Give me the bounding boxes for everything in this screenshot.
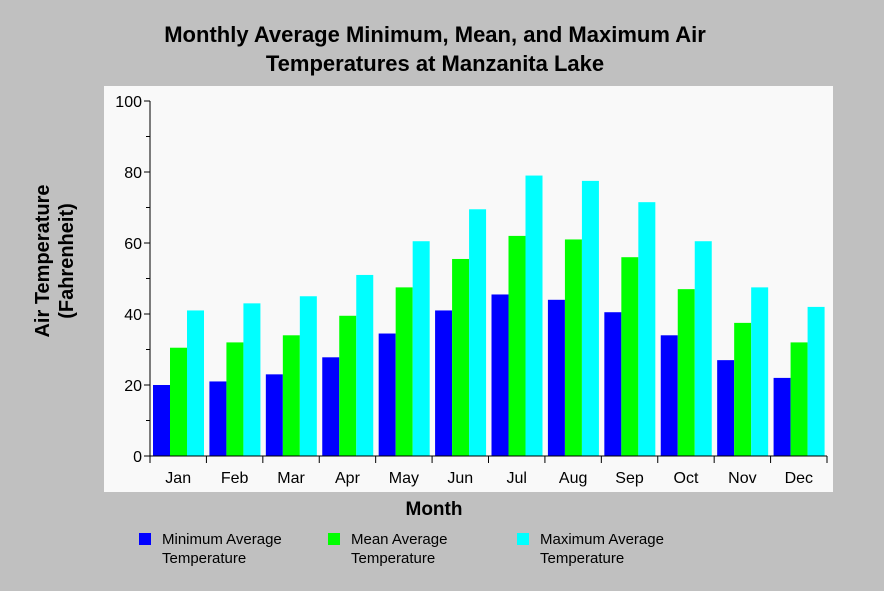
bar-minimum-dec bbox=[773, 377, 791, 456]
bar-mean-jun bbox=[452, 258, 470, 456]
bar-chart: 0 20 40 60 80 100 Jan Feb Mar Apr May Jun Jul Aug Sep O… bbox=[115, 94, 828, 487]
chart-title-line-2: Temperatures at Manzanita Lake bbox=[265, 51, 605, 76]
bar-minimum-apr bbox=[322, 357, 340, 456]
bar-minimum-mar bbox=[265, 374, 283, 456]
legend-label-maximum-line-1: Maximum Average bbox=[540, 531, 664, 548]
y-axis-label-line-2: (Fahrenheit) bbox=[56, 203, 78, 319]
x-tick-label-nov: Nov bbox=[728, 470, 756, 487]
y-tick-label-80: 80 bbox=[124, 165, 142, 182]
bar-mean-jul bbox=[508, 235, 526, 456]
y-tick-label-0: 0 bbox=[133, 449, 142, 466]
legend-label-minimum-line-2: Temperature bbox=[162, 550, 247, 567]
y-axis-label-line-1: Air Temperature bbox=[32, 184, 54, 338]
bar-maximum-mar bbox=[299, 296, 317, 456]
bar-mean-sep bbox=[621, 257, 639, 456]
legend: Minimum Average Temperature Mean Average… bbox=[0, 530, 884, 580]
legend-label-mean-line-2: Temperature bbox=[351, 550, 436, 567]
bar-maximum-apr bbox=[356, 274, 374, 456]
bar-maximum-feb bbox=[243, 303, 261, 456]
legend-item-minimum: Minimum Average Temperature bbox=[139, 530, 312, 568]
x-axis-label: Month bbox=[405, 499, 463, 520]
bar-mean-mar bbox=[282, 335, 300, 456]
legend-label-mean-line-1: Mean Average bbox=[351, 531, 448, 548]
bar-maximum-nov bbox=[751, 287, 769, 456]
bar-minimum-may bbox=[378, 333, 396, 456]
y-tick-label-40: 40 bbox=[124, 307, 142, 324]
bar-mean-oct bbox=[677, 289, 695, 456]
x-tick-label-mar: Mar bbox=[277, 470, 305, 487]
bar-maximum-jan bbox=[187, 310, 204, 456]
bar-mean-feb bbox=[226, 342, 244, 456]
x-tick-label-oct: Oct bbox=[674, 470, 699, 487]
x-tick-label-jun: Jun bbox=[447, 470, 473, 487]
x-tick-label-may: May bbox=[389, 470, 419, 487]
legend-swatch-minimum bbox=[139, 533, 151, 545]
bar-minimum-feb bbox=[209, 381, 227, 456]
bar-maximum-sep bbox=[638, 202, 656, 456]
bar-mean-may bbox=[395, 287, 413, 456]
bar-mean-dec bbox=[790, 342, 808, 456]
x-tick-label-aug: Aug bbox=[559, 470, 587, 487]
bar-minimum-nov bbox=[717, 360, 735, 456]
bar-minimum-jun bbox=[435, 310, 453, 456]
plot-area: 0 20 40 60 80 100 Jan Feb Mar Apr May Jun Jul Aug Sep O… bbox=[104, 86, 833, 492]
y-axis-label: Air Temperature (Fahrenheit) bbox=[31, 111, 79, 411]
legend-swatch-mean bbox=[328, 533, 340, 545]
bar-mean-jan bbox=[170, 347, 187, 456]
x-tick-label-jul: Jul bbox=[506, 470, 526, 487]
x-tick-label-dec: Dec bbox=[785, 470, 813, 487]
bar-maximum-oct bbox=[694, 241, 712, 456]
bar-minimum-sep bbox=[604, 312, 622, 456]
y-tick-label-100: 100 bbox=[115, 94, 142, 111]
bar-minimum-aug bbox=[547, 299, 565, 456]
bar-maximum-jun bbox=[469, 209, 487, 456]
y-tick-label-20: 20 bbox=[124, 378, 142, 395]
bar-mean-nov bbox=[734, 322, 752, 456]
bar-minimum-jan bbox=[153, 385, 170, 456]
bar-minimum-jul bbox=[491, 294, 509, 456]
x-tick-label-sep: Sep bbox=[615, 470, 644, 487]
x-tick-label-jan: Jan bbox=[165, 470, 191, 487]
chart-title: Monthly Average Minimum, Mean, and Maxim… bbox=[0, 20, 870, 78]
legend-item-mean: Mean Average Temperature bbox=[328, 530, 501, 568]
bar-maximum-dec bbox=[807, 306, 825, 456]
legend-item-maximum: Maximum Average Temperature bbox=[517, 530, 690, 568]
bar-maximum-may bbox=[412, 241, 430, 456]
legend-swatch-maximum bbox=[517, 533, 529, 545]
y-tick-label-60: 60 bbox=[124, 236, 142, 253]
bar-mean-apr bbox=[339, 315, 357, 456]
legend-label-minimum-line-1: Minimum Average bbox=[162, 531, 282, 548]
chart-title-line-1: Monthly Average Minimum, Mean, and Maxim… bbox=[164, 22, 706, 47]
legend-label-maximum-line-2: Temperature bbox=[540, 550, 625, 567]
bar-maximum-jul bbox=[525, 175, 543, 457]
bar-minimum-oct bbox=[660, 335, 678, 456]
x-tick-label-apr: Apr bbox=[335, 470, 361, 487]
x-tick-label-feb: Feb bbox=[221, 470, 249, 487]
bar-mean-aug bbox=[564, 239, 582, 456]
bar-maximum-aug bbox=[581, 180, 599, 456]
